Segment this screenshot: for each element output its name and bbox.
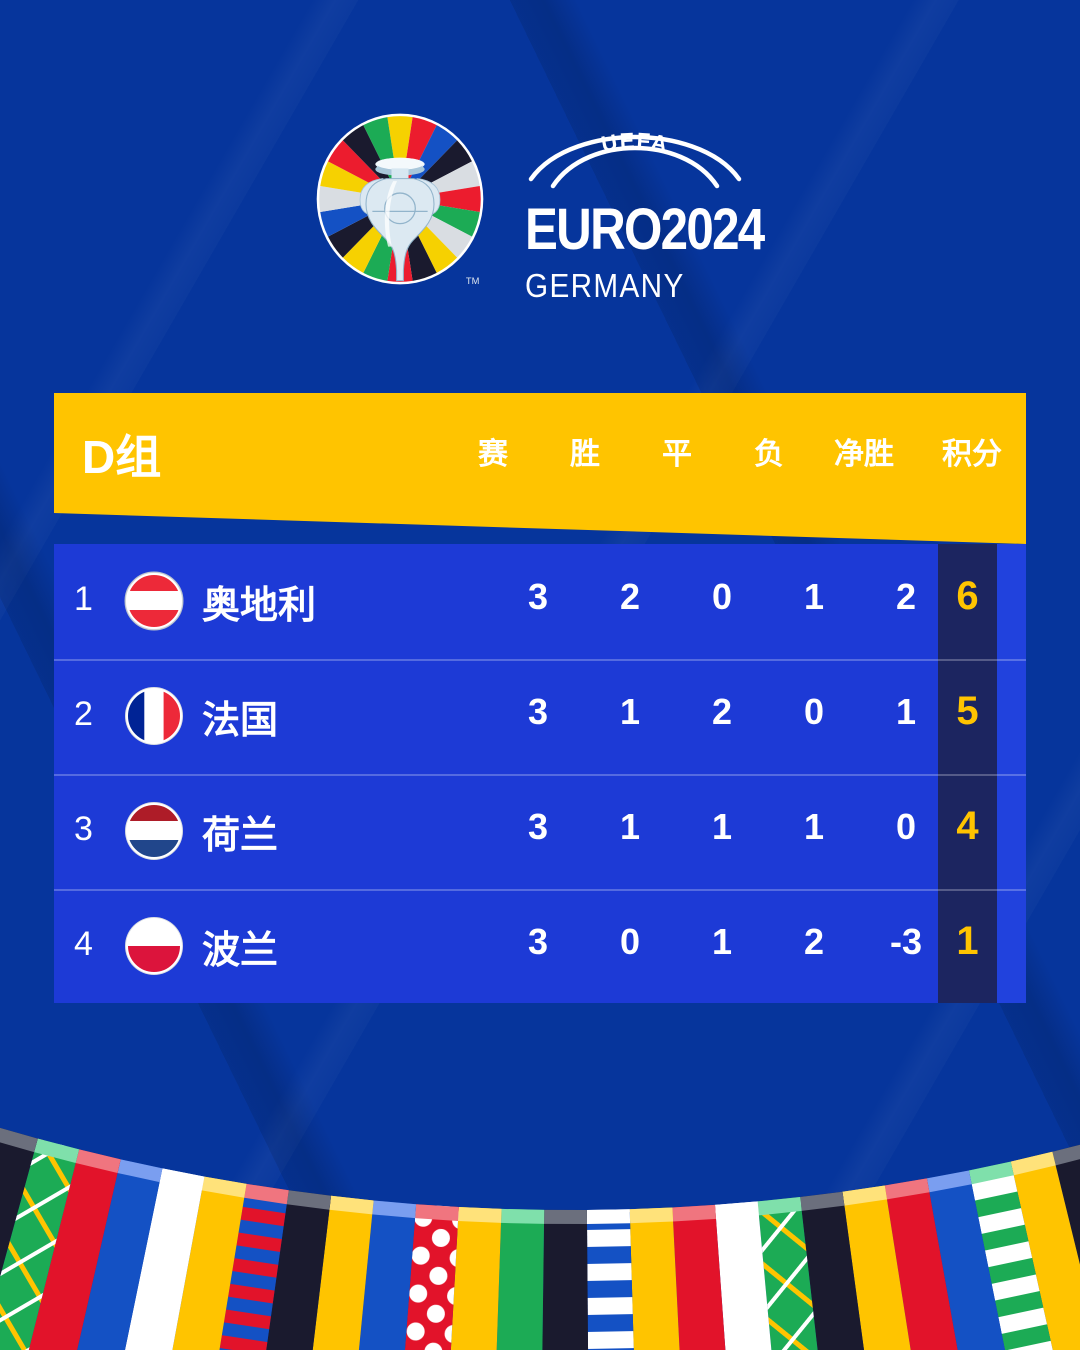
svg-text:UEFA: UEFA (599, 128, 671, 157)
svg-text:TM: TM (466, 276, 480, 286)
